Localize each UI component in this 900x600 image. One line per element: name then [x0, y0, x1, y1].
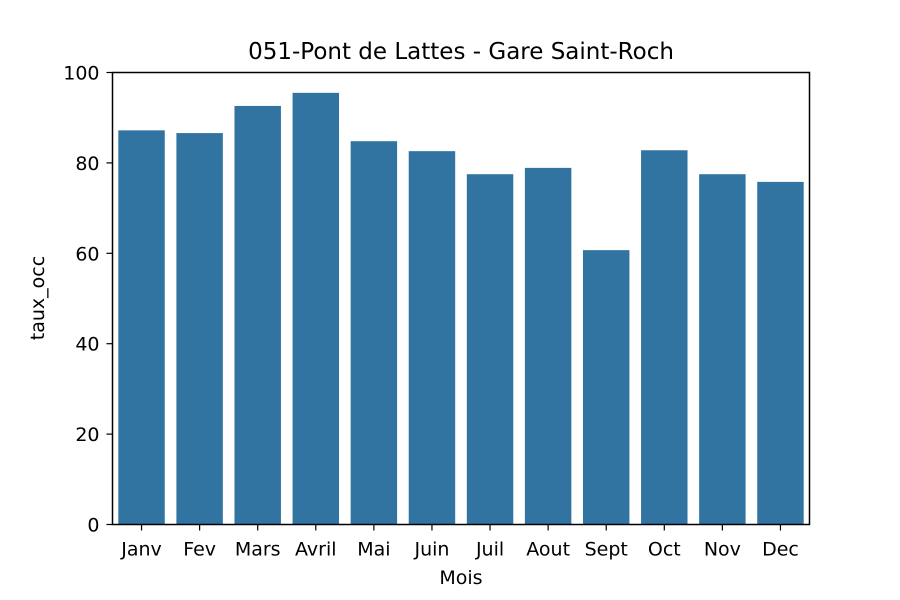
- y-tick-label: 20: [75, 424, 99, 446]
- y-tick-label: 60: [75, 243, 99, 265]
- bar-dec: [757, 181, 804, 525]
- x-tick-label: Nov: [704, 539, 741, 561]
- plot-frame: [111, 71, 811, 526]
- x-axis: Janv Fev Mars Avril Mai Juin Juil Aout Sept Oct No…: [120, 524, 799, 561]
- x-tick-label: Fev: [183, 539, 216, 561]
- x-tick-label: Mai: [357, 539, 390, 561]
- x-tick-label: Sept: [585, 539, 628, 561]
- bar-avril: [292, 92, 340, 525]
- bar-aout: [524, 167, 572, 525]
- x-tick-label: Aout: [526, 539, 570, 561]
- bar-janv: [118, 130, 165, 525]
- x-tick-label: Dec: [762, 539, 799, 561]
- bar-mai: [350, 141, 398, 525]
- bar-oct: [641, 150, 688, 525]
- x-tick-label: Avril: [295, 539, 337, 561]
- bars-group: [118, 92, 804, 525]
- bar-mars: [234, 105, 281, 525]
- x-tick-label: Juil: [475, 539, 504, 561]
- x-axis-label: Mois: [439, 567, 482, 589]
- bar-fev: [176, 133, 223, 525]
- x-tick-label: Juin: [413, 539, 449, 561]
- bar-sept: [582, 250, 630, 525]
- y-tick-label: 80: [75, 153, 99, 175]
- y-axis: 0 20 40 60 80 100: [63, 63, 113, 537]
- y-axis-label: taux_occ: [27, 256, 49, 340]
- chart-title: 051-Pont de Lattes - Gare Saint-Roch: [248, 39, 674, 65]
- y-tick-label: 0: [87, 515, 99, 537]
- x-tick-label: Mars: [235, 539, 281, 561]
- y-tick-label: 40: [75, 334, 99, 356]
- bar-juin: [408, 151, 456, 525]
- bar-juil: [466, 174, 514, 525]
- bar-nov: [699, 174, 746, 525]
- x-tick-label: Janv: [120, 539, 162, 561]
- x-tick-label: Oct: [648, 539, 681, 561]
- y-tick-label: 100: [63, 63, 99, 85]
